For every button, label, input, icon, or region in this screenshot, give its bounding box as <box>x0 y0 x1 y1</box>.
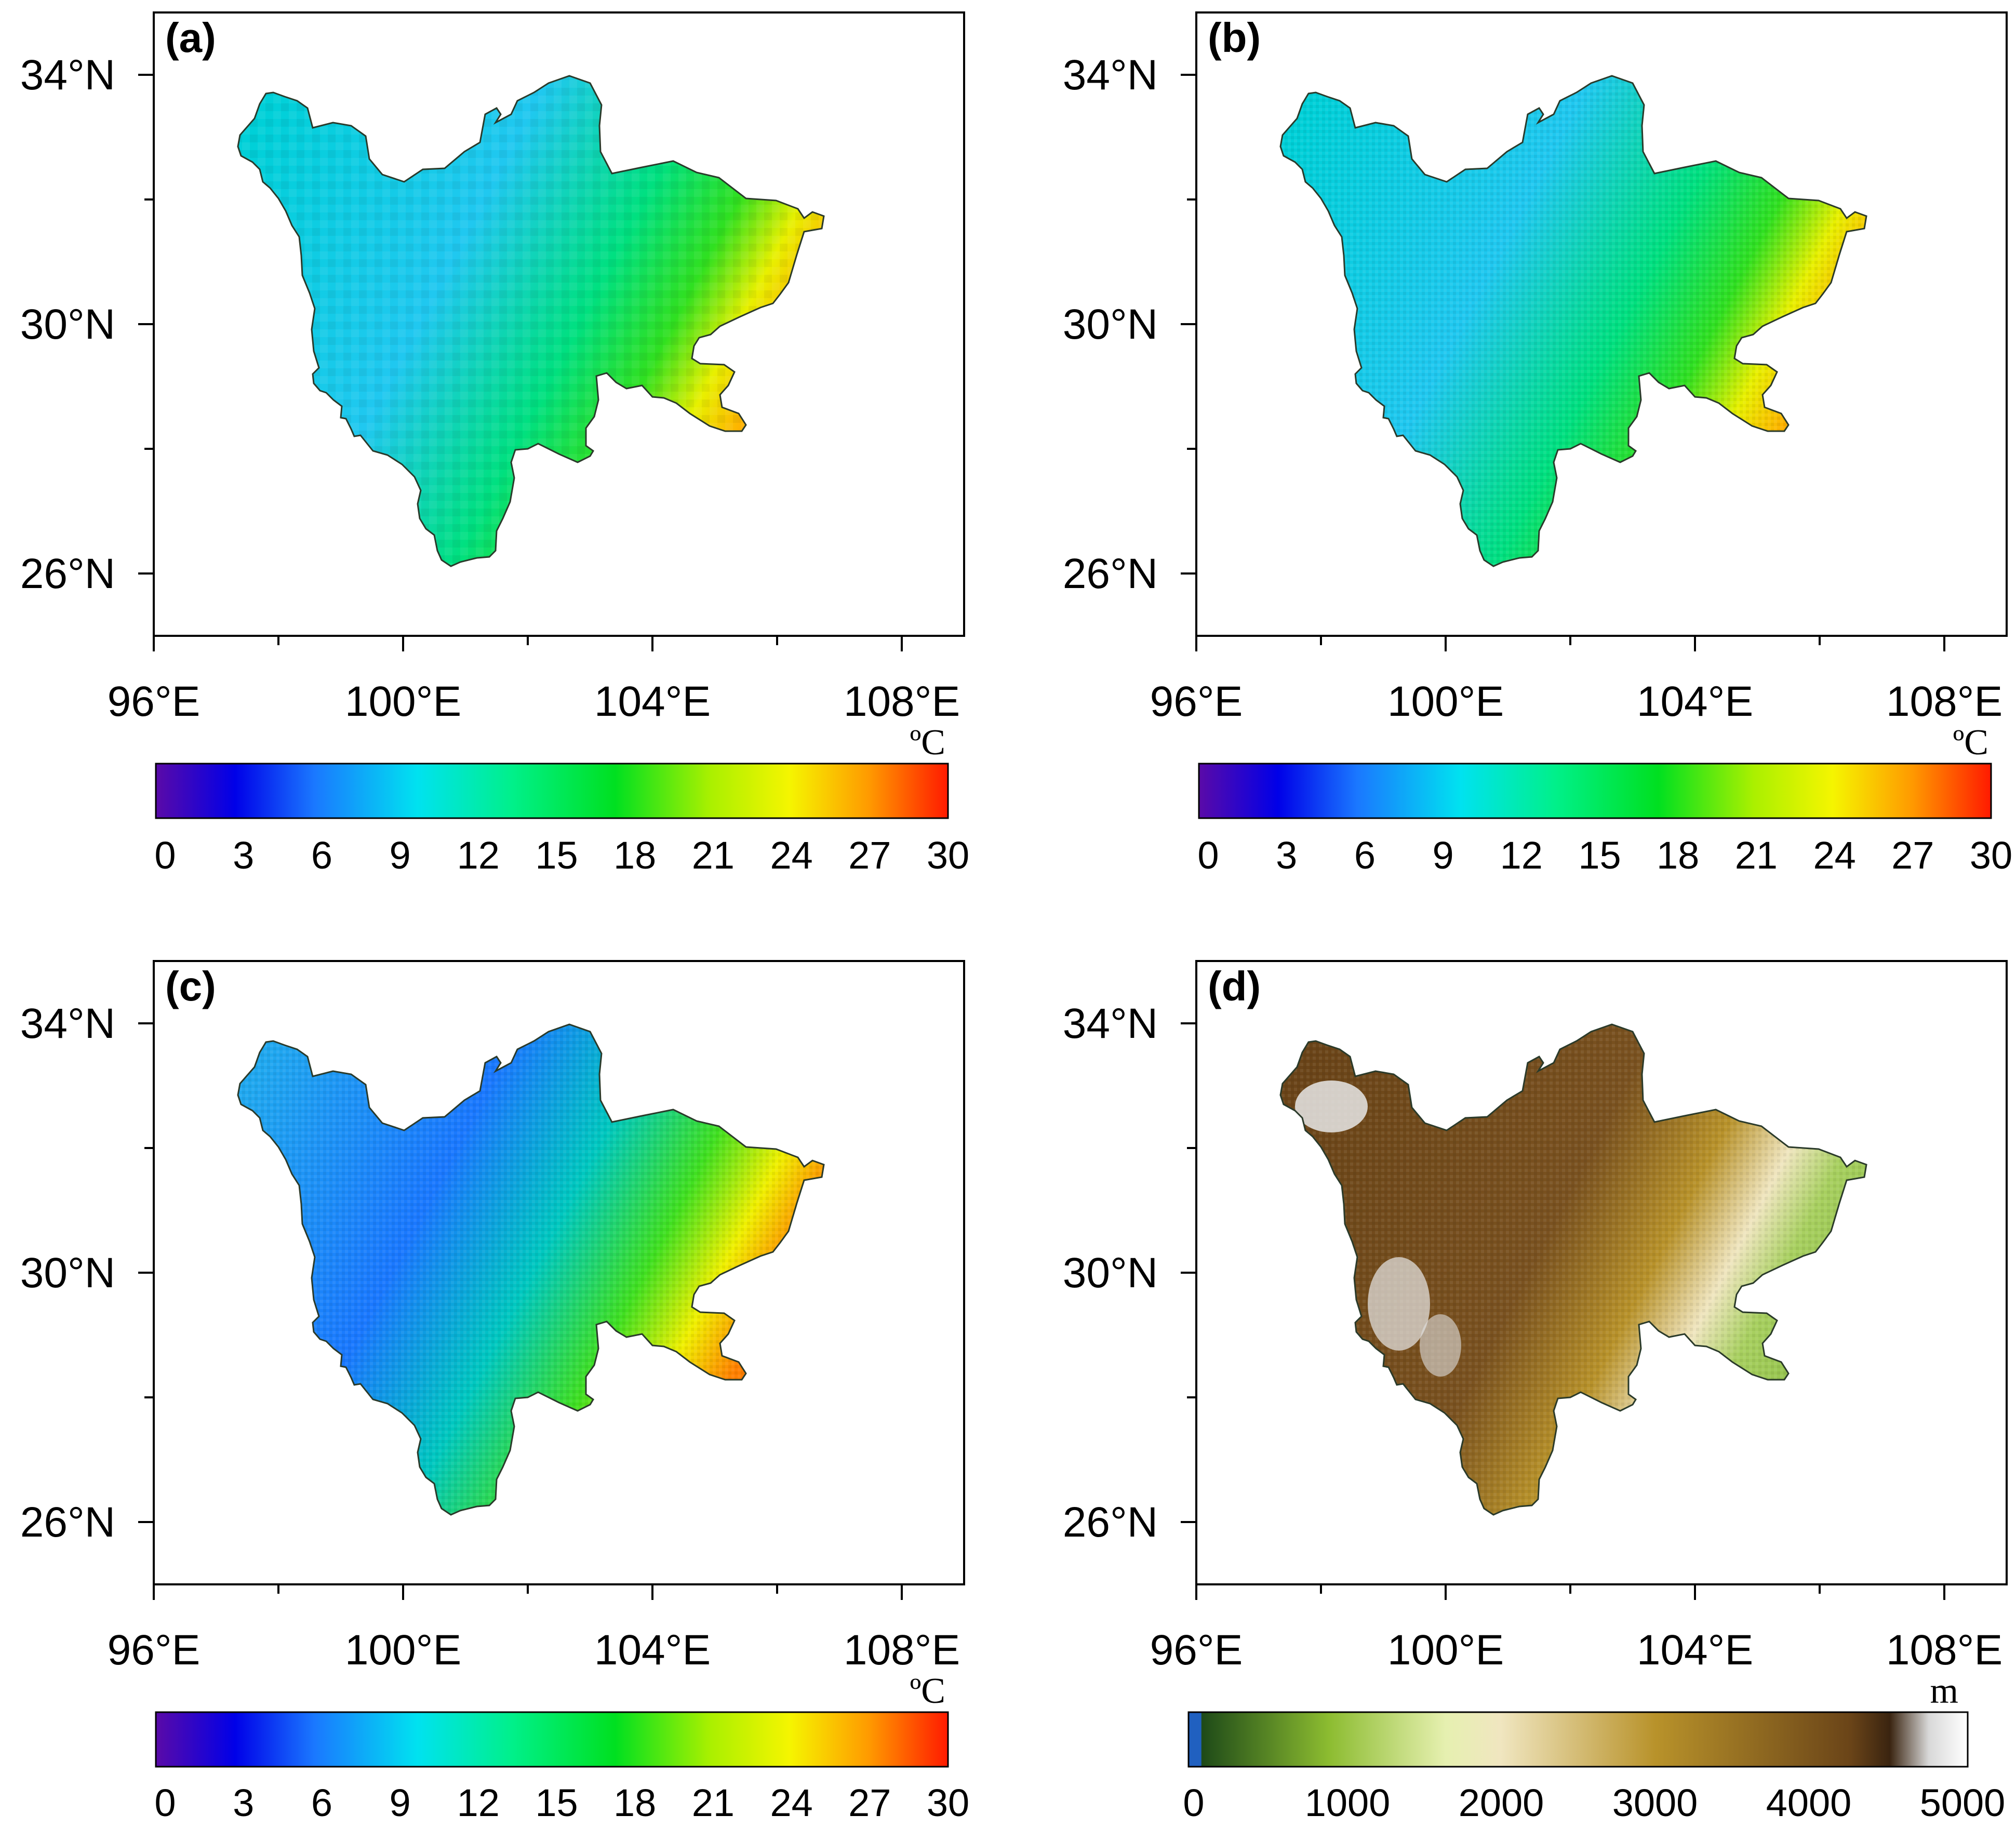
colorbar-c-ramp <box>155 1711 949 1768</box>
colorbar-tick-label: 3 <box>233 1781 254 1824</box>
colorbar-d-ramp <box>1187 1711 1969 1768</box>
panel-d-map <box>1279 1023 1867 1516</box>
lon-label-d-100: 100°E <box>1387 1626 1504 1674</box>
colorbar-a-ticks: 0 3 6 9 12 15 18 21 24 27 30 <box>154 834 969 877</box>
colorbar-a-unit: ºC <box>910 723 945 763</box>
colorbar-b-unit: ºC <box>1953 723 1988 763</box>
colorbar-tick-label: 24 <box>770 834 812 877</box>
colorbar-tick-label: 0 <box>154 834 176 877</box>
colorbar-tick-label: 24 <box>770 1781 812 1824</box>
colorbar-tick-label: 9 <box>390 834 411 877</box>
lon-label-b-96: 96°E <box>1150 678 1243 725</box>
colorbar-d: m 0 1000 2000 3000 4000 5000 <box>1183 1671 2005 1824</box>
lat-label-d-30: 30°N <box>1063 1249 1158 1297</box>
colorbar-tick-label: 21 <box>692 834 735 877</box>
panel-a: (a) <box>137 11 965 652</box>
lon-label-b-108: 108°E <box>1886 678 2002 725</box>
panel-a-map <box>237 75 825 567</box>
colorbar-tick-label: 15 <box>535 834 578 877</box>
lon-label-a-108: 108°E <box>844 678 960 725</box>
colorbar-tick-label: 24 <box>1813 834 1855 877</box>
colorbar-tick-label: 0 <box>154 1781 176 1824</box>
colorbar-tick-label: 18 <box>613 834 656 877</box>
lon-label-a-100: 100°E <box>345 678 461 725</box>
colorbar-tick-label: 12 <box>1500 834 1543 877</box>
panel-a-label: (a) <box>165 15 216 61</box>
lon-label-a-96: 96°E <box>108 678 201 725</box>
colorbar-tick-label: 30 <box>927 834 969 877</box>
colorbar-tick-label: 6 <box>311 834 332 877</box>
colorbar-tick-label: 3 <box>233 834 254 877</box>
colorbar-tick-label: 15 <box>1578 834 1621 877</box>
colorbar-tick-label: 21 <box>692 1781 735 1824</box>
lat-label-a-26: 26°N <box>20 550 115 597</box>
panel-c-label: (c) <box>165 963 216 1009</box>
lat-label-b-30: 30°N <box>1063 301 1158 348</box>
colorbar-tick-label: 30 <box>927 1781 969 1824</box>
colorbar-d-unit: m <box>1930 1671 1958 1711</box>
colorbar-d-ticks: 0 1000 2000 3000 4000 5000 <box>1183 1781 2005 1824</box>
panel-c: (c) <box>137 960 965 1601</box>
lat-label-a-34: 34°N <box>20 51 115 99</box>
colorbar-tick-label: 27 <box>1891 834 1934 877</box>
axis-labels: 34°N 30°N 26°N 34°N 30°N 26°N 34°N 30°N … <box>20 51 2002 1674</box>
lon-label-b-104: 104°E <box>1637 678 1753 725</box>
lon-label-c-104: 104°E <box>594 1626 711 1674</box>
colorbar-tick-label: 2000 <box>1459 1781 1544 1824</box>
lon-label-d-96: 96°E <box>1150 1626 1243 1674</box>
lat-label-c-26: 26°N <box>20 1499 115 1546</box>
lat-label-b-34: 34°N <box>1063 51 1158 99</box>
colorbar-tick-label: 15 <box>535 1781 578 1824</box>
colorbar-tick-label: 12 <box>457 1781 500 1824</box>
colorbar-tick-label: 27 <box>848 1781 891 1824</box>
colorbar-c-ticks: 0 3 6 9 12 15 18 21 24 27 30 <box>154 1781 969 1824</box>
panel-d: (d) <box>1180 960 2008 1601</box>
panel-b-map <box>1279 75 1867 567</box>
colorbar-tick-label: 9 <box>390 1781 411 1824</box>
lat-label-b-26: 26°N <box>1063 550 1158 597</box>
panel-c-map <box>237 1023 825 1516</box>
lon-label-b-100: 100°E <box>1387 678 1504 725</box>
panel-d-label: (d) <box>1208 963 1261 1009</box>
colorbar-tick-label: 21 <box>1735 834 1778 877</box>
colorbar-tick-label: 27 <box>848 834 891 877</box>
colorbar-c: ºC 0 3 6 9 12 15 18 21 24 27 30 <box>154 1671 969 1824</box>
colorbar-b-ramp <box>1198 763 1992 819</box>
lat-label-c-34: 34°N <box>20 1000 115 1047</box>
colorbar-tick-label: 4000 <box>1766 1781 1852 1824</box>
lat-label-d-26: 26°N <box>1063 1499 1158 1546</box>
colorbar-tick-label: 3 <box>1276 834 1297 877</box>
colorbar-tick-label: 0 <box>1197 834 1219 877</box>
lon-label-c-100: 100°E <box>345 1626 461 1674</box>
colorbar-tick-label: 6 <box>311 1781 332 1824</box>
colorbar-tick-label: 1000 <box>1305 1781 1391 1824</box>
lon-label-d-108: 108°E <box>1886 1626 2002 1674</box>
colorbar-tick-label: 0 <box>1183 1781 1204 1824</box>
colorbar-tick-label: 9 <box>1433 834 1454 877</box>
colorbar-a: ºC 0 3 6 9 12 15 18 21 24 27 30 <box>154 723 969 877</box>
colorbar-tick-label: 18 <box>1657 834 1699 877</box>
lon-label-d-104: 104°E <box>1637 1626 1753 1674</box>
colorbar-tick-label: 3000 <box>1612 1781 1698 1824</box>
lon-label-a-104: 104°E <box>594 678 711 725</box>
panel-b-label: (b) <box>1208 15 1261 61</box>
panel-b: (b) <box>1180 11 2008 652</box>
lon-label-c-108: 108°E <box>844 1626 960 1674</box>
colorbar-tick-label: 5000 <box>1920 1781 2006 1824</box>
lat-label-d-34: 34°N <box>1063 1000 1158 1047</box>
lon-label-c-96: 96°E <box>108 1626 201 1674</box>
lat-label-c-30: 30°N <box>20 1249 115 1297</box>
colorbar-a-ramp <box>155 763 949 819</box>
colorbar-b-ticks: 0 3 6 9 12 15 18 21 24 27 30 <box>1197 834 2012 877</box>
lat-label-a-30: 30°N <box>20 301 115 348</box>
colorbar-tick-label: 6 <box>1354 834 1376 877</box>
colorbar-b: ºC 0 3 6 9 12 15 18 21 24 27 30 <box>1197 723 2012 877</box>
colorbar-c-unit: ºC <box>910 1671 945 1711</box>
colorbar-tick-label: 18 <box>613 1781 656 1824</box>
colorbar-tick-label: 30 <box>1970 834 2012 877</box>
colorbar-tick-label: 12 <box>457 834 500 877</box>
